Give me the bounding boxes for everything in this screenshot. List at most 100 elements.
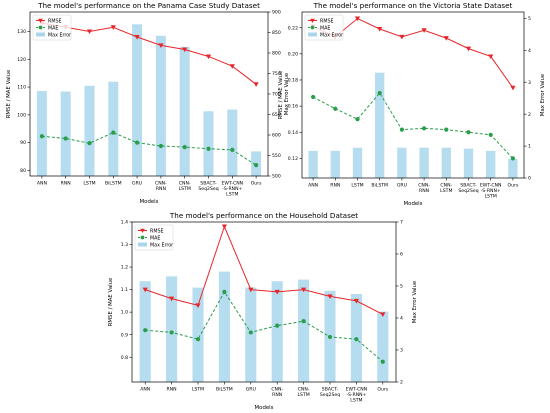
x-tick-label-line: LSTM <box>297 392 309 398</box>
rmse-point <box>110 25 116 30</box>
mae-point <box>158 143 163 149</box>
max-error-bar <box>203 111 214 176</box>
mae-point <box>399 127 404 132</box>
max-error-bar <box>179 46 190 176</box>
y-tick-label: 0.16 <box>288 104 298 110</box>
max-error-bar <box>132 24 143 176</box>
mae-point <box>311 94 316 100</box>
x-tick-label-line: LSTM <box>350 397 362 403</box>
rmse-point <box>205 54 212 60</box>
x-tick-label: ANN <box>140 387 150 393</box>
legend-mae-marker <box>38 25 43 30</box>
rmse-point <box>86 29 93 35</box>
x-tick-label-line: LSTM <box>485 193 497 199</box>
rmse-point <box>380 312 386 317</box>
max-error-bar <box>166 276 178 382</box>
rmse-point <box>510 85 516 91</box>
x-tick-label: LSTM <box>351 183 363 189</box>
rmse-point <box>421 28 427 33</box>
y-tick-label: 0.22 <box>288 25 298 31</box>
y-right-tick-label: 5 <box>400 284 403 290</box>
max-error-bar <box>508 158 518 178</box>
max-error-bar <box>298 279 310 382</box>
mae-point <box>380 359 385 364</box>
x-tick-label: ANN <box>37 181 47 187</box>
x-tick-label-line: Ours <box>507 183 518 189</box>
legend-rmse-label: RMSE <box>48 18 62 24</box>
x-tick-label: SBACT-Seq2Seq <box>320 387 340 398</box>
y-tick-label: 80 <box>20 168 26 174</box>
rmse-point <box>182 47 188 53</box>
max-error-bar <box>245 287 257 382</box>
x-tick-label-line: SBACT- <box>460 183 477 189</box>
max-error-bar <box>352 147 363 178</box>
mae-point <box>422 126 427 131</box>
legend-rmse-marker <box>140 228 145 233</box>
mae-line <box>312 92 514 159</box>
rmse-point <box>158 43 164 48</box>
rmse-point <box>195 303 201 308</box>
mae-point <box>222 289 227 294</box>
mae-point <box>206 146 211 151</box>
chart-title: The model's performance on the Household… <box>169 211 358 220</box>
legend-mae-marker <box>310 25 315 30</box>
x-tick-label-line: Ours <box>251 181 262 187</box>
x-tick-label: BiLSTM <box>216 387 233 393</box>
rmse-line <box>312 17 514 89</box>
y-tick-label: 1.2 <box>121 265 128 271</box>
max-error-bar <box>330 150 340 178</box>
legend-rmse-marker <box>38 18 43 23</box>
y-tick-label: 0.9 <box>121 332 128 338</box>
x-tick-label-line: BiLSTM <box>216 387 233 393</box>
rmse-point <box>253 82 259 87</box>
y-right-tick-label: 850 <box>272 30 281 36</box>
x-tick-label-line: EWT-CNN <box>480 183 502 189</box>
x-tick-label: GRU <box>397 183 407 189</box>
legend-mae-marker <box>140 235 145 240</box>
mae-point <box>444 127 449 132</box>
y-axis-label: RMSE / MAE Value <box>108 277 114 326</box>
x-tick-label: Ours <box>251 181 262 187</box>
rmse-line <box>145 225 384 315</box>
y-right-tick-label: 2 <box>400 380 403 386</box>
y-right-tick-label: 900 <box>272 10 281 16</box>
x-tick-label: EWT-CNN -S-RNN+ LSTM <box>480 183 502 200</box>
legend-max-error-swatch <box>308 32 317 37</box>
mae-line <box>41 132 257 166</box>
x-tick-label-line: GRU <box>132 181 142 187</box>
x-tick-label: CNN-LSTM <box>297 387 309 398</box>
mae-point <box>111 130 116 135</box>
mae-point <box>355 117 360 122</box>
max-error-bar <box>271 281 283 382</box>
x-tick-label-line: CNN- <box>418 183 430 189</box>
max-error-bar <box>60 91 71 176</box>
rmse-point <box>221 224 227 230</box>
x-axis-label: Models <box>255 405 274 411</box>
y-tick-label: 110 <box>17 85 26 91</box>
y-tick-label: 1.0 <box>121 310 128 316</box>
legend-mae-label: MAE <box>150 235 160 241</box>
mae-point <box>488 132 493 137</box>
max-error-bar <box>218 271 230 382</box>
y-tick-label: 1.4 <box>121 220 128 226</box>
legend-mae-label: MAE <box>320 25 330 31</box>
x-tick-label-line: Ours <box>377 387 388 393</box>
x-tick-label-line: RNN <box>330 183 340 189</box>
rmse-point <box>327 294 333 299</box>
y-right-tick-label: 4 <box>400 316 403 322</box>
y-right-tick-label: 650 <box>272 112 281 118</box>
y-right-tick-label: 800 <box>272 51 281 57</box>
legend-rmse-label: RMSE <box>150 228 164 234</box>
plot-frame <box>131 221 397 383</box>
max-error-bar <box>84 85 95 176</box>
y-right-tick-label: 750 <box>272 71 281 77</box>
x-tick-label-line: Seq2Seq <box>198 186 218 192</box>
mae-point <box>182 144 187 150</box>
rmse-point <box>399 34 405 40</box>
y-tick-label: 90 <box>20 140 26 146</box>
y-axis-label: RMSE / MAE Value <box>278 70 284 119</box>
mae-point <box>254 163 259 168</box>
x-tick-label-line: RNN <box>156 186 166 192</box>
x-tick-label-line: EWT-CNN <box>222 181 244 187</box>
